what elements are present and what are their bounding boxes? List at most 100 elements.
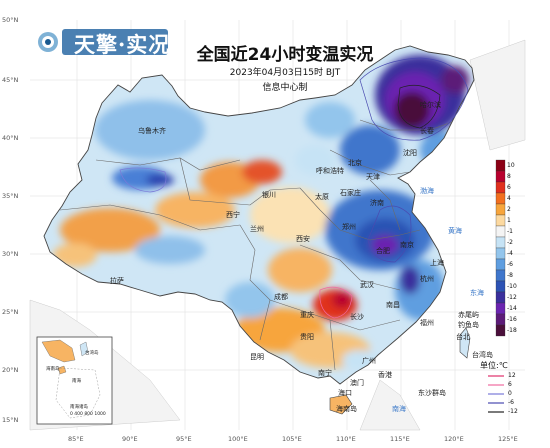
place-label: 广州 bbox=[362, 357, 376, 365]
sea-label: 黄海 bbox=[448, 227, 462, 235]
place-label: 呼和浩特 bbox=[316, 167, 344, 175]
logo: 天擎·实况 bbox=[36, 27, 176, 61]
colorbar-swatch bbox=[495, 247, 506, 260]
island-label: 台湾岛 bbox=[472, 351, 493, 359]
colorbar-swatch bbox=[495, 269, 506, 282]
colorbar-swatch bbox=[495, 170, 506, 183]
place-label: 沈阳 bbox=[403, 149, 417, 157]
colorbar-swatch bbox=[495, 258, 506, 271]
lat-tick-label: 35°N bbox=[2, 192, 19, 200]
lat-tick-label: 20°N bbox=[2, 366, 19, 374]
contour-legend-label: 6 bbox=[508, 381, 512, 388]
place-label: 香港 bbox=[378, 371, 392, 379]
colorbar-swatch bbox=[495, 302, 506, 315]
place-label: 海南岛 bbox=[336, 405, 357, 413]
lon-tick-label: 100°E bbox=[228, 435, 248, 443]
place-label: 合肥 bbox=[376, 247, 390, 255]
place-label: 石家庄 bbox=[340, 189, 361, 197]
lon-tick-label: 90°E bbox=[122, 435, 138, 443]
sea-label: 东海 bbox=[470, 289, 484, 297]
colorbar-label: -8 bbox=[507, 272, 513, 279]
contour-legend-label: 12 bbox=[508, 372, 516, 379]
place-label: 重庆 bbox=[300, 311, 314, 319]
place-label: 澳门 bbox=[350, 379, 364, 387]
colorbar-label: -1 bbox=[507, 228, 513, 235]
place-label: 银川 bbox=[262, 191, 276, 199]
lat-tick-label: 40°N bbox=[2, 134, 19, 142]
map-title: 全国近24小时变温实况 bbox=[196, 45, 374, 65]
map-timestamp: 2023年04月03日15时 BJT bbox=[229, 68, 341, 78]
lon-tick-label: 125°E bbox=[498, 435, 518, 443]
lon-tick-label: 120°E bbox=[444, 435, 464, 443]
colorbar-swatch bbox=[495, 214, 506, 227]
place-label: 长春 bbox=[420, 127, 434, 135]
place-label: 南昌 bbox=[386, 301, 400, 309]
place-label: 太原 bbox=[315, 193, 329, 201]
colorbar-label: 1 bbox=[507, 217, 511, 224]
inset-label: 南海诸岛 bbox=[70, 405, 88, 410]
inset-label: 海南岛 bbox=[46, 367, 60, 372]
sea-label: 渤海 bbox=[420, 187, 434, 195]
contour-legend bbox=[488, 375, 504, 413]
place-label: 贵阳 bbox=[300, 333, 314, 341]
island-label: 钓鱼岛 bbox=[458, 321, 479, 329]
place-label: 武汉 bbox=[360, 281, 374, 289]
logo-text: 天擎·实况 bbox=[74, 32, 171, 57]
taiwan-island bbox=[459, 327, 471, 359]
inset-label: 台湾岛 bbox=[85, 351, 99, 356]
place-label: 天津 bbox=[366, 173, 380, 181]
lon-tick-label: 95°E bbox=[176, 435, 192, 443]
place-label: 南宁 bbox=[318, 369, 332, 377]
contour-lines bbox=[119, 57, 469, 319]
colorbar-label: -12 bbox=[507, 294, 517, 301]
lat-tick-label: 45°N bbox=[2, 76, 19, 84]
lon-tick-label: 85°E bbox=[68, 435, 84, 443]
colorbar-swatch bbox=[495, 313, 506, 326]
lon-tick-label: 110°E bbox=[336, 435, 356, 443]
lon-tick-label: 115°E bbox=[390, 435, 410, 443]
place-label: 西安 bbox=[296, 235, 310, 243]
colorbar-swatch bbox=[495, 192, 506, 205]
lat-tick-label: 15°N bbox=[2, 416, 19, 424]
lat-tick-label: 25°N bbox=[2, 308, 19, 316]
map-source: 信息中心制 bbox=[262, 83, 308, 93]
place-label: 台北 bbox=[456, 333, 470, 341]
logo-badge bbox=[38, 29, 168, 55]
colorbar-label: -6 bbox=[507, 261, 513, 268]
unit-label: 单位:℃ bbox=[480, 361, 508, 370]
colorbar-label: 6 bbox=[507, 184, 511, 191]
colorbar-label: 2 bbox=[507, 206, 511, 213]
place-label: 杭州 bbox=[420, 275, 434, 283]
contour-legend-label: -6 bbox=[508, 399, 514, 406]
colorbar-label: -16 bbox=[507, 316, 517, 323]
colorbar-label: -18 bbox=[507, 327, 517, 334]
place-label: 北京 bbox=[348, 159, 362, 167]
place-label: 乌鲁木齐 bbox=[138, 127, 166, 135]
place-label: 南京 bbox=[400, 241, 414, 249]
place-label: 西宁 bbox=[226, 211, 240, 219]
place-label: 成都 bbox=[274, 293, 288, 301]
colorbar bbox=[495, 159, 506, 337]
contour-legend-label: -12 bbox=[508, 408, 518, 415]
place-label: 拉萨 bbox=[110, 277, 124, 285]
colorbar-swatch bbox=[495, 324, 506, 337]
contour-legend-label: 0 bbox=[508, 390, 512, 397]
place-label: 济南 bbox=[370, 199, 384, 207]
place-label: 长沙 bbox=[350, 313, 364, 321]
sea-label: 南海 bbox=[392, 405, 406, 413]
colorbar-label: -2 bbox=[507, 239, 513, 246]
inset-scale: 0 400 800 1000 bbox=[70, 412, 106, 417]
lat-tick-label: 50°N bbox=[2, 16, 19, 24]
colorbar-swatch bbox=[495, 181, 506, 194]
colorbar-swatch bbox=[495, 280, 506, 293]
colorbar-label: -4 bbox=[507, 250, 513, 257]
hainan-island bbox=[329, 394, 353, 415]
colorbar-label: 8 bbox=[507, 173, 511, 180]
boundaries bbox=[43, 45, 475, 385]
lat-tick-label: 30°N bbox=[2, 250, 19, 258]
colorbar-swatch bbox=[495, 203, 506, 216]
place-label: 哈尔滨 bbox=[420, 101, 441, 109]
colorbar-label: -14 bbox=[507, 305, 517, 312]
place-label: 海口 bbox=[338, 389, 352, 397]
